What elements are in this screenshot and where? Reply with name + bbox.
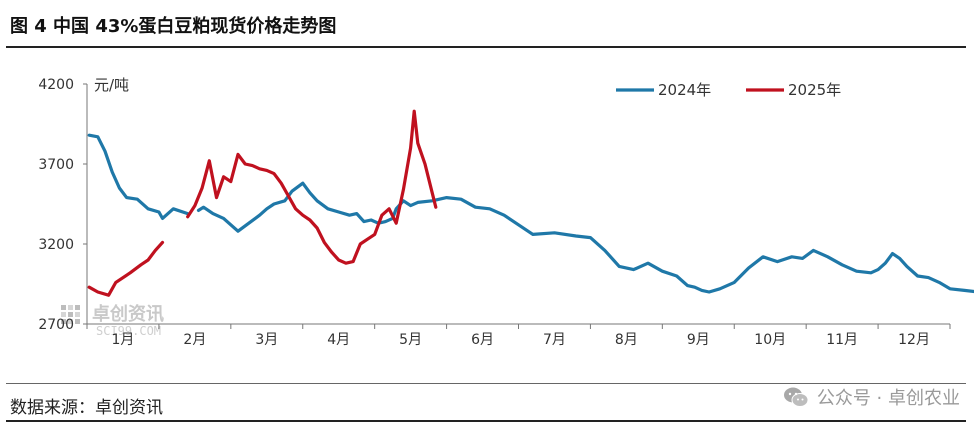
wechat-credit: 公众号 · 卓创农业 [783,384,960,410]
y-axis-unit: 元/吨 [94,76,129,94]
watermark-subtext: SCI99.COM [96,324,161,338]
x-tick-label: 10月 [754,332,786,348]
y-tick-label: 4200 [38,77,74,93]
y-tick-label: 2700 [38,317,74,333]
series-line-2025 [87,109,438,297]
y-tick-label: 3200 [38,237,74,253]
watermark-logo-block [68,319,73,324]
bottom-rule [6,420,966,422]
x-tick-label: 12月 [898,332,930,348]
watermark-logo-block [68,305,73,310]
legend-label: 2025年 [788,81,841,99]
watermark-logo-block [75,319,80,324]
x-tick-label: 11月 [826,332,858,348]
chart-title: 图 4 中国 43%蛋白豆粕现货价格走势图 [10,16,337,37]
x-tick-label: 7月 [543,332,566,348]
x-tick-label: 4月 [327,332,350,348]
watermark-logo [61,305,80,324]
legend-label: 2024年 [658,81,711,99]
y-tick-label: 3700 [38,157,74,173]
x-tick-label: 6月 [471,332,494,348]
x-tick-label: 1月 [111,332,134,348]
watermark-logo-block [61,312,66,317]
data-source: 数据来源：卓创资讯 [10,398,163,418]
title-bar: 图 4 中国 43%蛋白豆粕现货价格走势图 [0,0,974,46]
x-tick-label: 9月 [687,332,710,348]
top-rule [6,46,966,48]
series-line-2024 [87,133,974,294]
watermark-logo-block [61,319,66,324]
watermark-logo-block [75,305,80,310]
x-tick-label: 5月 [399,332,422,348]
footer-divider [6,383,966,384]
x-tick-label: 8月 [615,332,638,348]
wechat-icon [783,387,809,407]
wechat-account: 公众号 · 卓创农业 [816,388,960,409]
x-tick-label: 3月 [255,332,278,348]
watermark-text: 卓创资讯 [92,303,164,325]
x-tick-label: 2月 [183,332,206,348]
watermark-logo-block [75,312,80,317]
watermark-logo-block [68,312,73,317]
watermark-logo-block [61,305,66,310]
